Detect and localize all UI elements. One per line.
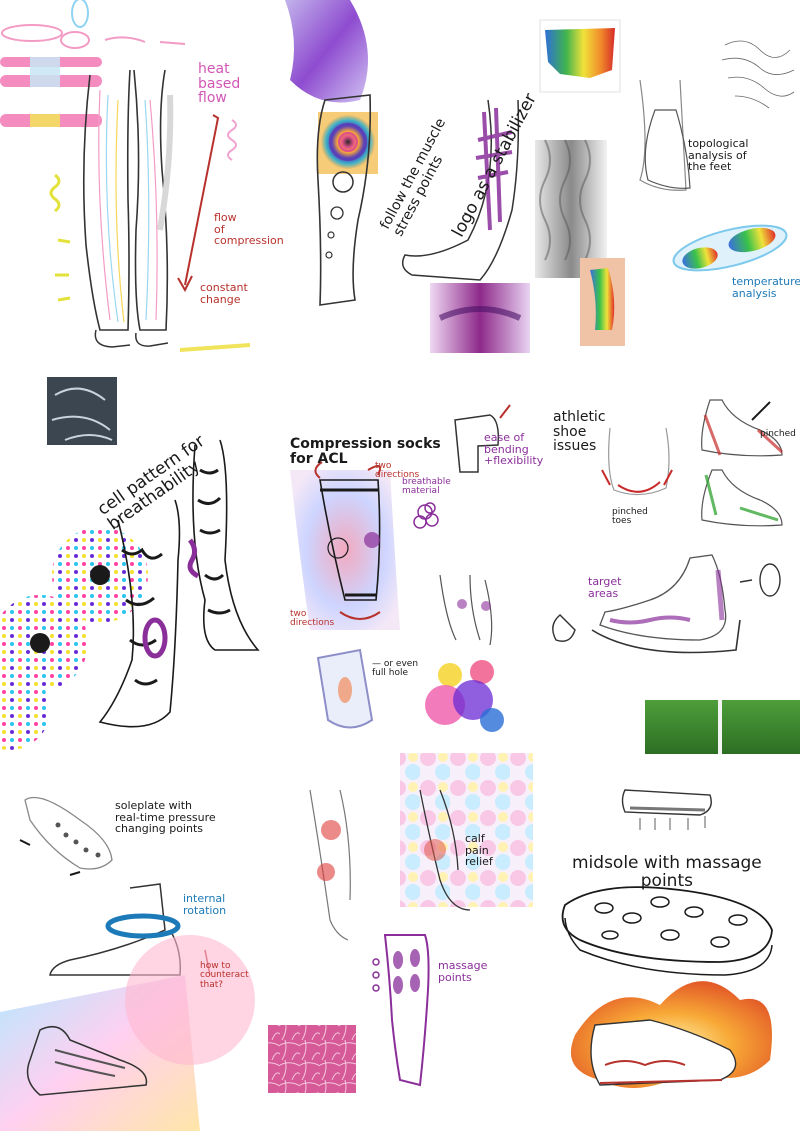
soleplate-rotation-sketch <box>0 796 255 1131</box>
note-massage-points: massage points <box>438 959 488 984</box>
compression-legs-sketch <box>0 0 251 352</box>
note-breathable-material: breathable material <box>402 477 451 497</box>
analysis-references <box>535 19 795 346</box>
note-logo-stabilizer: logo as a stabilizer <box>448 90 610 250</box>
note-two-directions-top: two directions <box>375 461 420 481</box>
note-heat-based-flow: heat based flow <box>198 61 241 107</box>
note-compression-socks: Compression socks for ACL <box>290 436 441 467</box>
midsole-sketch <box>561 789 773 1088</box>
calf-relief-sketch <box>268 753 533 1093</box>
note-cell-pattern: cell pattern for breathability <box>94 431 221 541</box>
note-internal-rotation: internal rotation <box>183 892 227 917</box>
note-pinched-toes: pinched toes <box>612 507 648 527</box>
note-target-areas: target areas <box>588 575 622 600</box>
note-athletic-shoe-issues: athletic shoe issues <box>553 409 606 455</box>
acl-sock-sketch <box>290 404 511 732</box>
note-temperature-analysis: temperature analysis <box>732 275 800 300</box>
note-constant-change: constant change <box>200 281 248 306</box>
note-flow-of-compression: flow of compression <box>214 211 284 248</box>
note-two-directions-bottom: two directions <box>290 609 335 629</box>
note-calf-pain-relief: calf pain relief <box>465 832 493 869</box>
note-ease-of-bending: ease of bending +flexibility <box>484 431 544 468</box>
note-how-to-counteract: how to counteract that? <box>200 961 249 990</box>
cell-pattern-sketch <box>0 377 260 750</box>
note-or-even-full-hole: — or even full hole <box>372 659 419 679</box>
note-topological-analysis: topological analysis of the feet <box>688 137 749 174</box>
note-soleplate: soleplate with real-time pressure changi… <box>115 799 216 836</box>
note-pinched: pinched <box>760 429 796 439</box>
shoe-issues-sketch <box>552 399 800 754</box>
note-midsole: midsole with massage points <box>572 853 762 891</box>
leg-logo-stabilizer-sketch <box>401 99 530 353</box>
sleeve-stress-points-sketch <box>285 0 378 306</box>
